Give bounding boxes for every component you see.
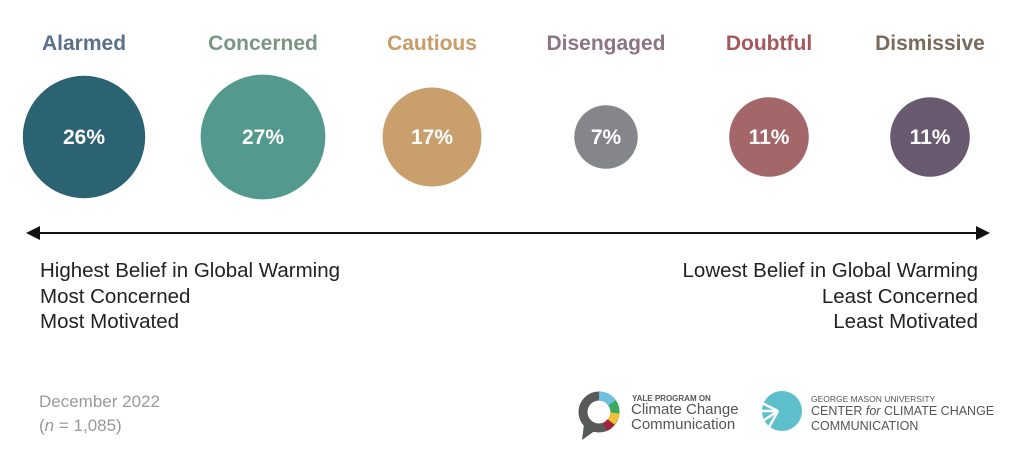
gmu-logo-name: CENTER for CLIMATE CHANGE COMMUNICATION — [811, 404, 995, 433]
bubble-dismissive — [890, 97, 970, 177]
yale-logo-name: Climate Change Communication — [631, 401, 739, 433]
right-axis-description: Lowest Belief in Global Warming Least Co… — [683, 258, 978, 335]
right-desc-line: Least Concerned — [821, 284, 978, 308]
survey-footnote: December 2022 (n = 1,085) — [39, 390, 160, 438]
segment-title-dismissive: Dismissive — [875, 32, 985, 55]
bubble-label-doubtful: 11% — [749, 126, 790, 149]
axis-arrow — [26, 226, 990, 240]
bubble-cautious — [382, 87, 482, 187]
gmu-logo-icon — [757, 391, 802, 431]
gmu-logo-small: GEORGE MASON UNIVERSITY — [811, 394, 936, 404]
arrow-left-head — [26, 226, 40, 240]
segment-title-doubtful: Doubtful — [725, 32, 813, 55]
bubble-alarmed — [22, 75, 146, 199]
bubble-label-dismissive: 11% — [910, 126, 951, 149]
bubble-label-disengaged: 7% — [591, 126, 622, 149]
yale-logo-icon — [578, 391, 620, 440]
segment-title-alarmed: Alarmed — [41, 32, 127, 55]
bubble-label-cautious: 17% — [411, 126, 453, 149]
left-desc-line: Most Concerned — [40, 284, 191, 308]
survey-date: December 2022 — [39, 392, 160, 411]
right-desc-line: Lowest Belief in Global Warming — [682, 259, 978, 282]
bubble-label-concerned: 27% — [242, 126, 284, 149]
sample-size: (n = 1,085) — [39, 416, 122, 435]
bubble-concerned — [200, 74, 326, 200]
left-desc-line: Most Motivated — [40, 310, 179, 333]
segment-title-concerned: Concerned — [208, 32, 318, 55]
bubble-label-alarmed: 26% — [63, 126, 105, 149]
segment-title-cautious: Cautious — [387, 32, 477, 55]
left-axis-description: Highest Belief in Global Warming Most Co… — [40, 258, 340, 335]
arrow-right-head — [976, 226, 990, 240]
left-desc-line: Highest Belief in Global Warming — [40, 259, 341, 282]
right-desc-line: Least Motivated — [833, 310, 978, 333]
yale-logo-small: YALE PROGRAM ON — [632, 394, 711, 403]
bubble-doubtful — [729, 97, 809, 177]
bubble-disengaged — [574, 105, 638, 169]
segment-title-disengaged: Disengaged — [546, 32, 666, 55]
